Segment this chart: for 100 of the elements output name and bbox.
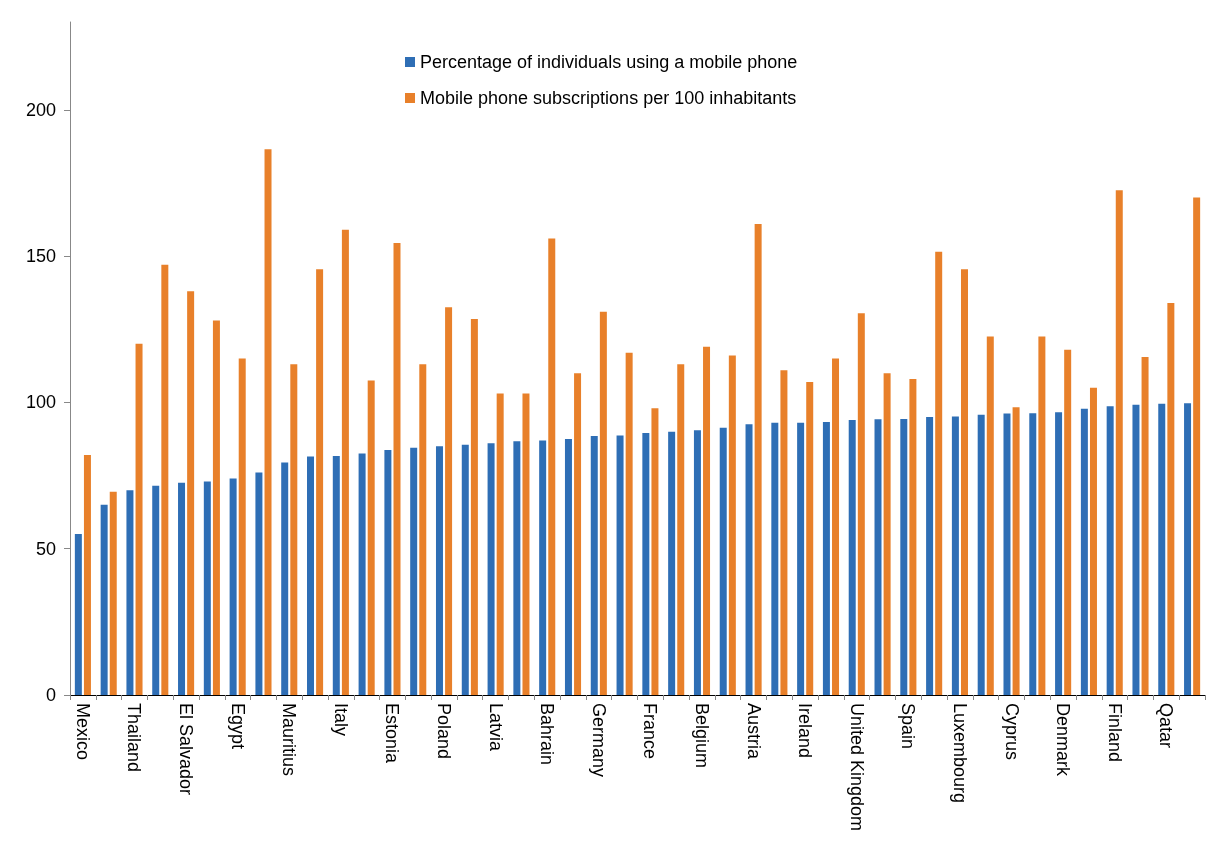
bar xyxy=(255,472,263,695)
legend-label: Mobile phone subscriptions per 100 inhabitants xyxy=(420,88,797,108)
bar xyxy=(367,380,375,695)
bar xyxy=(883,373,891,695)
bar xyxy=(874,419,882,695)
bar xyxy=(909,378,917,695)
bar xyxy=(951,416,959,695)
x-tick-label: Thailand xyxy=(124,703,145,773)
bar xyxy=(857,313,865,695)
bar xyxy=(100,504,108,695)
y-tick-label: 100 xyxy=(25,392,56,413)
bar xyxy=(668,431,676,695)
bar xyxy=(1012,407,1020,695)
bar xyxy=(74,534,82,695)
bar xyxy=(832,358,840,695)
bar xyxy=(1158,403,1166,695)
bar xyxy=(616,435,624,695)
x-tick-label: Belgium xyxy=(691,703,712,769)
bar xyxy=(1132,404,1140,695)
bar xyxy=(590,436,598,695)
bar xyxy=(822,422,830,695)
x-tick-label: Latvia xyxy=(485,703,506,753)
x-tick-label: France xyxy=(640,703,661,760)
bar xyxy=(703,346,711,695)
bar xyxy=(1029,413,1037,695)
bar xyxy=(1167,302,1175,695)
bar xyxy=(728,355,736,695)
bar xyxy=(677,364,685,695)
bar xyxy=(574,373,582,695)
bar xyxy=(109,491,117,695)
bar xyxy=(539,440,547,695)
bar xyxy=(384,450,392,695)
bar xyxy=(599,311,607,695)
bar xyxy=(745,424,753,695)
bar xyxy=(135,343,143,695)
bar xyxy=(435,446,443,695)
bar xyxy=(986,336,994,695)
bar xyxy=(719,427,727,695)
bar xyxy=(977,414,985,695)
legend-label: Percentage of individuals using a mobile phone xyxy=(420,52,798,72)
bar xyxy=(642,433,650,695)
x-tick-label: El Salvador xyxy=(176,703,197,796)
bar xyxy=(332,455,340,695)
x-tick-label: Spain xyxy=(898,703,919,750)
bar xyxy=(1080,408,1088,695)
x-tick-label: Ireland xyxy=(795,703,816,759)
x-tick-label: Cyprus xyxy=(1001,703,1022,761)
bar xyxy=(625,352,633,695)
bar xyxy=(212,320,220,695)
x-tick-label: United Kingdom xyxy=(846,703,867,832)
bar xyxy=(651,408,659,695)
bar xyxy=(848,419,856,695)
bar xyxy=(238,358,246,695)
bar xyxy=(419,364,427,695)
x-tick-label: Bahrain xyxy=(537,703,558,766)
x-tick-label: Mauritius xyxy=(279,703,300,777)
bar xyxy=(1141,357,1149,695)
bar xyxy=(564,438,572,695)
bar xyxy=(126,490,134,695)
y-tick-label: 150 xyxy=(25,246,56,267)
bar xyxy=(935,251,943,695)
bar xyxy=(780,370,788,695)
x-tick-label: Austria xyxy=(743,703,764,761)
bar xyxy=(203,481,211,695)
bar xyxy=(1193,197,1201,695)
x-tick-label: Qatar xyxy=(1156,703,1177,749)
bar xyxy=(393,242,401,695)
bar xyxy=(513,441,521,695)
x-tick-label: Egypt xyxy=(227,703,248,750)
bar xyxy=(281,462,289,695)
bar xyxy=(522,393,530,695)
x-tick-label: Poland xyxy=(434,703,455,760)
bar xyxy=(1038,336,1046,695)
x-tick-label: Estonia xyxy=(382,703,403,765)
bar xyxy=(341,229,349,695)
bar xyxy=(487,443,495,695)
bar xyxy=(548,238,556,695)
bar xyxy=(445,307,453,695)
bar xyxy=(307,456,315,695)
bar xyxy=(496,393,504,695)
bar xyxy=(926,417,934,695)
bar xyxy=(806,381,814,695)
bar xyxy=(178,482,186,695)
x-tick-label: Finland xyxy=(1104,703,1125,763)
bar xyxy=(1055,412,1063,695)
bar xyxy=(693,430,701,695)
y-tick-label: 50 xyxy=(35,538,56,559)
bar xyxy=(1089,387,1097,695)
bar xyxy=(264,149,272,695)
bar xyxy=(754,223,762,695)
bar xyxy=(229,478,237,695)
bar xyxy=(1184,403,1192,695)
bar xyxy=(470,319,478,695)
bar xyxy=(771,422,779,695)
bar xyxy=(410,447,418,695)
x-tick-label: Luxembourg xyxy=(949,703,970,804)
bar xyxy=(316,269,324,695)
bar xyxy=(161,264,169,695)
bar xyxy=(960,269,968,695)
x-tick-label: Germany xyxy=(588,703,609,778)
